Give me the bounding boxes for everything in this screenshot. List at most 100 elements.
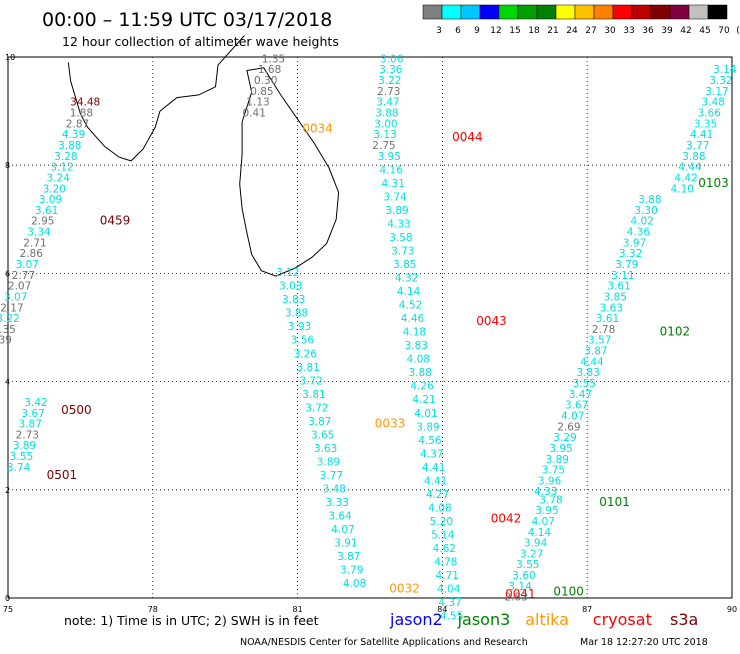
pass-time-label: 0033 — [375, 417, 406, 431]
swh-value-label: 0.41 — [243, 108, 266, 120]
lon-tick-label: 78 — [148, 605, 158, 614]
colorbar-swatch — [688, 4, 709, 20]
lon-tick-label: 81 — [293, 605, 303, 614]
swh-value-label: 3.03 — [279, 281, 302, 293]
colorbar-swatch — [631, 4, 652, 20]
colorbar-label: 15 — [509, 26, 520, 36]
swh-value-label: 4.21 — [412, 394, 435, 406]
swh-value-label: 3.87 — [337, 551, 360, 563]
lat-tick-label: 10 — [5, 53, 15, 62]
swh-value-label: 3.81 — [297, 362, 320, 374]
swh-value-label: 3.32 — [709, 75, 732, 87]
swh-value-label: 4.32 — [395, 273, 418, 285]
swh-value-label: 2.17 — [0, 302, 23, 314]
coastline-path — [239, 67, 340, 277]
lon-tick-label: 75 — [3, 605, 13, 614]
swh-value-label: 3.79 — [615, 259, 638, 271]
swh-value-label: 3.48 — [323, 484, 346, 496]
swh-value-label: 4.62 — [433, 543, 456, 555]
swh-value-label: 4.42 — [674, 172, 697, 184]
swh-value-label: 4.18 — [403, 327, 426, 339]
swh-value-label: 2.95 — [31, 216, 54, 228]
swh-value-label: 4.52 — [399, 300, 422, 312]
swh-value-label: 3.74 — [7, 462, 31, 474]
swh-value-label: 3.77 — [686, 140, 709, 152]
swh-value-label: 4.41 — [690, 129, 713, 141]
swh-value-label: 3.94 — [524, 538, 548, 550]
swh-value-label: 4.07 — [331, 524, 354, 536]
swh-value-label: 3.72 — [299, 375, 322, 387]
swh-value-label: 3.14 — [713, 64, 737, 76]
swh-value-label: 4.14 — [397, 286, 421, 298]
axis-tick-labels: 75 78 81 84 87 90 0 2 4 6 8 10 — [3, 53, 737, 614]
swh-value-label: 4.07 — [561, 411, 584, 423]
colorbar-swatch — [707, 4, 728, 20]
colorbar-swatch — [669, 4, 690, 20]
swh-value-label: 3.13 — [373, 129, 396, 141]
lat-tick-label: 6 — [5, 269, 10, 278]
swh-value-label: 3.63 — [314, 443, 337, 455]
swh-value-label: 0.30 — [254, 75, 277, 87]
swh-value-label: 3.95 — [549, 443, 572, 455]
subtitle: 12 hour collection of altimeter wave hei… — [62, 34, 339, 49]
lon-tick-label: 87 — [582, 605, 592, 614]
swh-value-label: 3.12 — [276, 267, 299, 279]
pass-time-label: 0043 — [476, 314, 507, 328]
swh-value-label: 4.26 — [410, 381, 434, 393]
swh-value-label: 5.20 — [430, 516, 453, 528]
swh-value-label: 3.88 — [682, 151, 705, 163]
swh-value-label: 3.89 — [13, 440, 36, 452]
swh-value-label: 2.86 — [20, 248, 44, 260]
colorbar-label: 39 — [661, 26, 673, 36]
map-frame — [7, 56, 733, 599]
swh-value-label: 4.46 — [401, 313, 425, 325]
swh-value-label: 3.97 — [623, 237, 646, 249]
timestamp: Mar 18 12:27:20 UTC 2018 — [580, 637, 708, 648]
swh-value-label: 3.65 — [311, 429, 334, 441]
pass-time-label: 0102 — [660, 325, 691, 339]
swh-value-label: 2.39 — [0, 335, 12, 347]
coastline — [67, 35, 340, 277]
colorbar-swatch — [422, 4, 443, 20]
swh-value-label: 3.57 — [588, 335, 611, 347]
swh-value-label: 3.58 — [389, 232, 412, 244]
satellite-legend: jason2 jason3 altika cryosat s3a — [389, 610, 698, 629]
swh-value-label: 1.88 — [70, 108, 93, 120]
swh-value-label: 3.47 — [569, 389, 592, 401]
swh-value-label: 3.87 — [19, 419, 42, 431]
swh-value-label: 3.60 — [512, 570, 535, 582]
swh-value-label: 3.55 — [573, 378, 596, 390]
pass-time-label: 0044 — [452, 130, 483, 144]
colorbar-label: (ft) — [736, 26, 740, 36]
swh-value-label: 3.83 — [405, 340, 428, 352]
swh-value-label: 3.47 — [376, 97, 399, 109]
swh-value-label: 4.16 — [380, 164, 404, 176]
pass-time-label: 0032 — [389, 582, 420, 596]
colorbar-swatch — [536, 4, 557, 20]
swh-value-label: 3.81 — [302, 389, 325, 401]
swh-value-label: 3.55 — [516, 559, 539, 571]
swh-value-label: 3.77 — [320, 470, 343, 482]
swh-value-label: 3.87 — [584, 346, 607, 358]
swh-value-label: 34.48 — [70, 97, 100, 109]
swh-value-label: 3.64 — [328, 511, 352, 523]
title: 00:00 – 11:59 UTC 03/17/2018 — [42, 9, 332, 31]
swh-value-label: 3.67 — [21, 408, 44, 420]
swh-value-label: 4.27 — [426, 489, 449, 501]
swh-value-label: 3.32 — [619, 248, 642, 260]
pass-time-label: 0103 — [698, 176, 729, 190]
colorbar-label: 6 — [455, 26, 461, 36]
pass-time-label: 0500 — [61, 403, 92, 417]
swh-value-label: 2.73 — [16, 429, 39, 441]
swh-value-label: 4.08 — [407, 354, 430, 366]
swh-value-label: 4.04 — [437, 584, 461, 596]
swh-value-label: 3.36 — [379, 64, 403, 76]
swh-value-label: 3.72 — [305, 402, 328, 414]
swh-value-label: 3.85 — [604, 291, 627, 303]
swh-value-label: 3.74 — [383, 191, 407, 203]
swh-value-label: 3.88 — [58, 140, 81, 152]
lat-tick-label: 8 — [5, 161, 10, 170]
swh-value-label: 3.93 — [288, 321, 311, 333]
